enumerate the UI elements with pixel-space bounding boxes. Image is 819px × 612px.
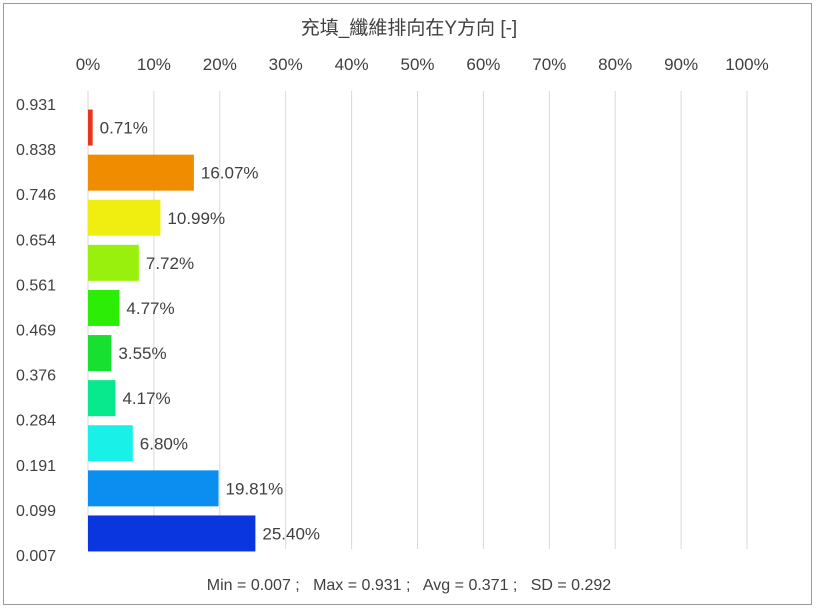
bar-value-label: 25.40% <box>262 524 320 543</box>
bar-value-label: 4.17% <box>122 389 170 408</box>
bar-value-label: 3.55% <box>118 344 166 363</box>
y-axis-label: 0.007 <box>16 548 56 565</box>
bar-value-label: 16.07% <box>201 164 259 183</box>
x-tick-label: 70% <box>532 55 566 74</box>
bars <box>88 109 256 552</box>
x-tick-label: 100% <box>725 55 768 74</box>
bar <box>88 154 194 191</box>
x-tick-label: 0% <box>76 55 101 74</box>
bar <box>88 380 116 417</box>
y-axis-labels: 0.931 0.838 0.746 0.654 0.561 0.469 0.376 0.284… <box>16 97 56 565</box>
summary-statistics: Min = 0.007 ; Max = 0.931 ; Avg = 0.371 … <box>207 577 612 594</box>
bar <box>88 244 139 281</box>
x-tick-label: 60% <box>466 55 500 74</box>
y-axis-label: 0.284 <box>16 413 56 430</box>
x-tick-label: 10% <box>137 55 171 74</box>
data-labels: 0.71% 16.07% 10.99% 7.72% 4.77% 3.55% 4.17% 6.8… <box>100 119 320 544</box>
y-axis-label: 0.561 <box>16 277 56 294</box>
bar-value-label: 0.71% <box>100 119 148 138</box>
x-tick-label: 30% <box>269 55 303 74</box>
bar <box>88 289 120 326</box>
bar <box>88 335 112 372</box>
y-axis-label: 0.654 <box>16 232 56 249</box>
y-axis-label: 0.191 <box>16 458 56 475</box>
bar <box>88 109 93 146</box>
chart-title: 充填_纖維排向在Y方向 [-] <box>301 17 517 39</box>
y-axis-label: 0.746 <box>16 187 56 204</box>
x-tick-label: 50% <box>400 55 434 74</box>
y-axis-label: 0.931 <box>16 97 56 114</box>
x-tick-label: 40% <box>335 55 369 74</box>
y-axis-label: 0.469 <box>16 323 56 340</box>
chart-frame: 充填_纖維排向在Y方向 [-] 0% 10% 20% 30% 40% 50% 60% 70% 8… <box>3 3 812 605</box>
y-axis-label: 0.376 <box>16 368 56 385</box>
y-axis-label: 0.099 <box>16 503 56 520</box>
bar <box>88 515 256 552</box>
x-tick-label: 90% <box>664 55 698 74</box>
bar-value-label: 4.77% <box>126 299 174 318</box>
x-tick-label: 80% <box>598 55 632 74</box>
bar-value-label: 10.99% <box>167 209 225 228</box>
bar-value-label: 7.72% <box>146 254 194 273</box>
bar <box>88 425 133 462</box>
x-axis-ticks: 0% 10% 20% 30% 40% 50% 60% 70% 80% 90% 100% <box>76 55 769 74</box>
y-axis-label: 0.838 <box>16 142 56 159</box>
bar-value-label: 19.81% <box>226 479 284 498</box>
bar <box>88 199 161 236</box>
x-tick-label: 20% <box>203 55 237 74</box>
bar-chart: 充填_纖維排向在Y方向 [-] 0% 10% 20% 30% 40% 50% 60% 70% 8… <box>16 17 769 594</box>
bar <box>88 470 219 507</box>
bar-value-label: 6.80% <box>140 434 188 453</box>
